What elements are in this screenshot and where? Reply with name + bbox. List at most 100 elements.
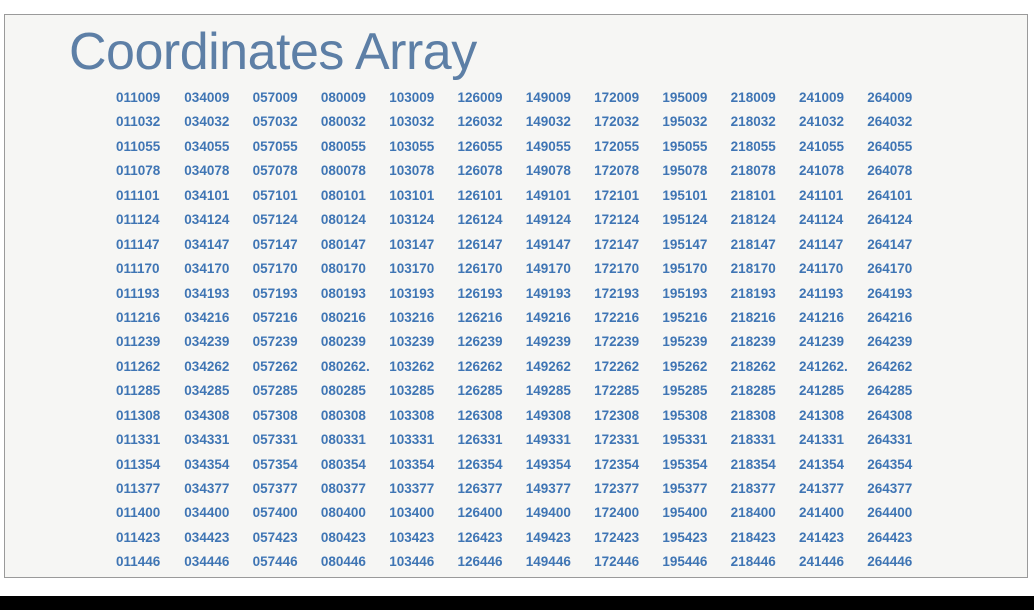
coordinate-cell: 057032	[252, 114, 298, 130]
coordinate-cell: 172239	[594, 334, 640, 350]
coordinate-cell: 172055	[594, 138, 640, 154]
coordinate-cell: 264055	[867, 138, 913, 154]
coordinate-cell: 172400	[594, 505, 640, 521]
coordinates-grid: 011009 034009 057009 080009 103009 126009 1490…	[106, 86, 926, 575]
coordinate-cell: 195170	[662, 261, 708, 277]
coordinate-cell: 034193	[184, 285, 230, 301]
coordinate-cell: 011216	[116, 309, 161, 325]
coordinate-cell: 172124	[594, 212, 640, 228]
coordinate-cell: 172078	[594, 163, 640, 179]
coordinate-cell: 218423	[730, 529, 776, 545]
coordinate-cell: 264170	[867, 261, 913, 277]
coordinate-cell: 080032	[320, 114, 366, 130]
coordinate-cell: 103239	[389, 334, 435, 350]
coordinate-cell: 172285	[594, 383, 640, 399]
coordinate-cell: 034354	[184, 456, 230, 472]
coordinate-cell: 264216	[867, 309, 913, 325]
coordinate-cell: 126400	[457, 505, 503, 521]
coordinate-cell: 103308	[389, 407, 435, 423]
coordinate-cell: 103009	[389, 90, 435, 105]
coordinate-cell: 034377	[184, 481, 230, 496]
coordinate-cell: 218170	[730, 261, 776, 277]
coordinate-cell: 057423	[252, 529, 298, 545]
coordinate-cell: 126308	[457, 407, 503, 423]
coordinate-cell: 011262	[116, 358, 161, 374]
coordinate-cell: 172147	[594, 236, 640, 252]
coordinate-cell: 149262	[525, 358, 571, 374]
coordinate-cell: 264147	[867, 236, 913, 252]
coordinate-cell: 103170	[389, 261, 435, 277]
coordinate-cell: 172009	[594, 90, 640, 105]
coordinate-cell: 034216	[184, 309, 230, 325]
coordinate-cell: 264239	[867, 334, 913, 350]
coordinate-cell: 011423	[116, 529, 161, 545]
coordinate-cell: 241308	[798, 407, 845, 423]
coordinate-cell: 011308	[116, 407, 161, 423]
coordinate-cell: 264423	[867, 529, 913, 545]
coordinate-cell: 195101	[662, 187, 708, 203]
coordinate-cell: 241285	[798, 383, 845, 399]
coordinate-cell: 264331	[867, 432, 913, 448]
coordinate-cell: 080078	[320, 163, 366, 179]
coordinate-cell: 172446	[594, 554, 640, 570]
coordinate-cell: 103193	[389, 285, 435, 301]
coordinate-cell: 172377	[594, 481, 640, 496]
coordinate-cell: 103055	[389, 138, 435, 154]
coordinate-cell: 195331	[662, 432, 708, 448]
coordinate-cell: 011009	[116, 90, 161, 105]
coordinate-cell: 241216	[798, 309, 845, 325]
coordinate-cell: 149078	[525, 163, 571, 179]
coordinate-cell: 241354	[798, 456, 845, 472]
coordinate-cell: 241331	[798, 432, 845, 448]
coordinate-cell: 126170	[457, 261, 503, 277]
coordinate-cell: 080377	[320, 481, 366, 496]
coordinate-cell: 218400	[730, 505, 776, 521]
coordinate-cell: 126124	[457, 212, 503, 228]
coordinate-cell: 034262	[184, 358, 230, 374]
coordinate-cell: 195193	[662, 285, 708, 301]
coordinate-cell: 126285	[457, 383, 503, 399]
coordinate-cell: 080101	[320, 187, 366, 203]
coordinate-cell: 103400	[389, 505, 435, 521]
coordinate-cell: 103216	[389, 309, 435, 325]
coordinate-cell: 080423	[320, 529, 366, 545]
coordinate-cell: 241078	[798, 163, 845, 179]
coordinate-cell: 034124	[184, 212, 230, 228]
coordinate-cell: 011147	[116, 236, 160, 252]
coordinate-cell: 218055	[730, 138, 776, 154]
coordinate-cell: 172262	[594, 358, 640, 374]
coordinate-cell: 034423	[184, 529, 230, 545]
coordinate-cell: 218101	[730, 187, 776, 203]
coordinate-cell: 218147	[730, 236, 776, 252]
coordinate-cell: 172193	[594, 285, 640, 301]
coordinate-cell: 264193	[867, 285, 913, 301]
coordinate-cell: 264400	[867, 505, 913, 521]
coordinate-cell: 218262	[730, 358, 776, 374]
coordinate-cell: 264262	[867, 358, 913, 374]
coordinate-cell: 218032	[730, 114, 776, 130]
coordinate-cell: 172423	[594, 529, 640, 545]
coordinate-cell: 195124	[662, 212, 708, 228]
coordinate-cell: 172032	[594, 114, 640, 130]
coordinate-cell: 195032	[662, 114, 708, 130]
coordinate-cell: 149032	[525, 114, 571, 130]
coordinate-cell: 103423	[389, 529, 435, 545]
coordinate-cell: 103285	[389, 383, 435, 399]
coordinate-cell: 011331	[116, 432, 161, 448]
coordinate-cell: 080354	[320, 456, 366, 472]
coordinate-cell: 057377	[252, 481, 298, 496]
coordinate-cell: 126377	[457, 481, 503, 496]
coordinate-cell: 264009	[867, 90, 913, 105]
coordinate-cell: 011400	[116, 505, 161, 521]
coordinate-cell: 103147	[389, 236, 435, 252]
coordinate-cell: 057055	[252, 138, 298, 154]
coordinate-cell: 195147	[662, 236, 708, 252]
coordinate-cell: 149216	[525, 309, 571, 325]
coordinate-cell: 034446	[184, 554, 230, 570]
coordinate-cell: 195400	[662, 505, 708, 521]
coordinate-cell: 264308	[867, 407, 913, 423]
coordinate-cell: 103032	[389, 114, 435, 130]
coordinate-cell: 241239	[798, 334, 845, 350]
coordinate-cell: 195009	[662, 90, 708, 105]
coordinate-cell: 149331	[525, 432, 571, 448]
